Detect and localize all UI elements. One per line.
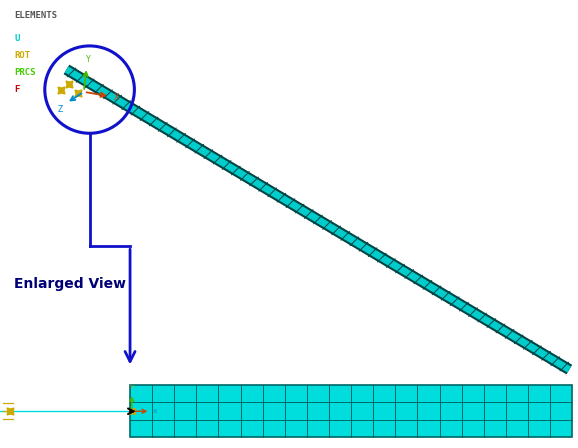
Text: F: F [14, 85, 20, 94]
Text: Enlarged View: Enlarged View [14, 277, 127, 292]
Text: Z: Z [58, 105, 63, 114]
Text: PRCS: PRCS [14, 68, 36, 77]
Text: ELEMENTS: ELEMENTS [14, 11, 57, 20]
Bar [130, 385, 572, 437]
Text: X: X [153, 409, 157, 414]
Text: X: X [114, 93, 119, 102]
Text: U: U [14, 34, 20, 43]
Text: Y: Y [130, 385, 134, 390]
Text: Y: Y [86, 55, 90, 64]
Text: ROT: ROT [14, 51, 31, 60]
